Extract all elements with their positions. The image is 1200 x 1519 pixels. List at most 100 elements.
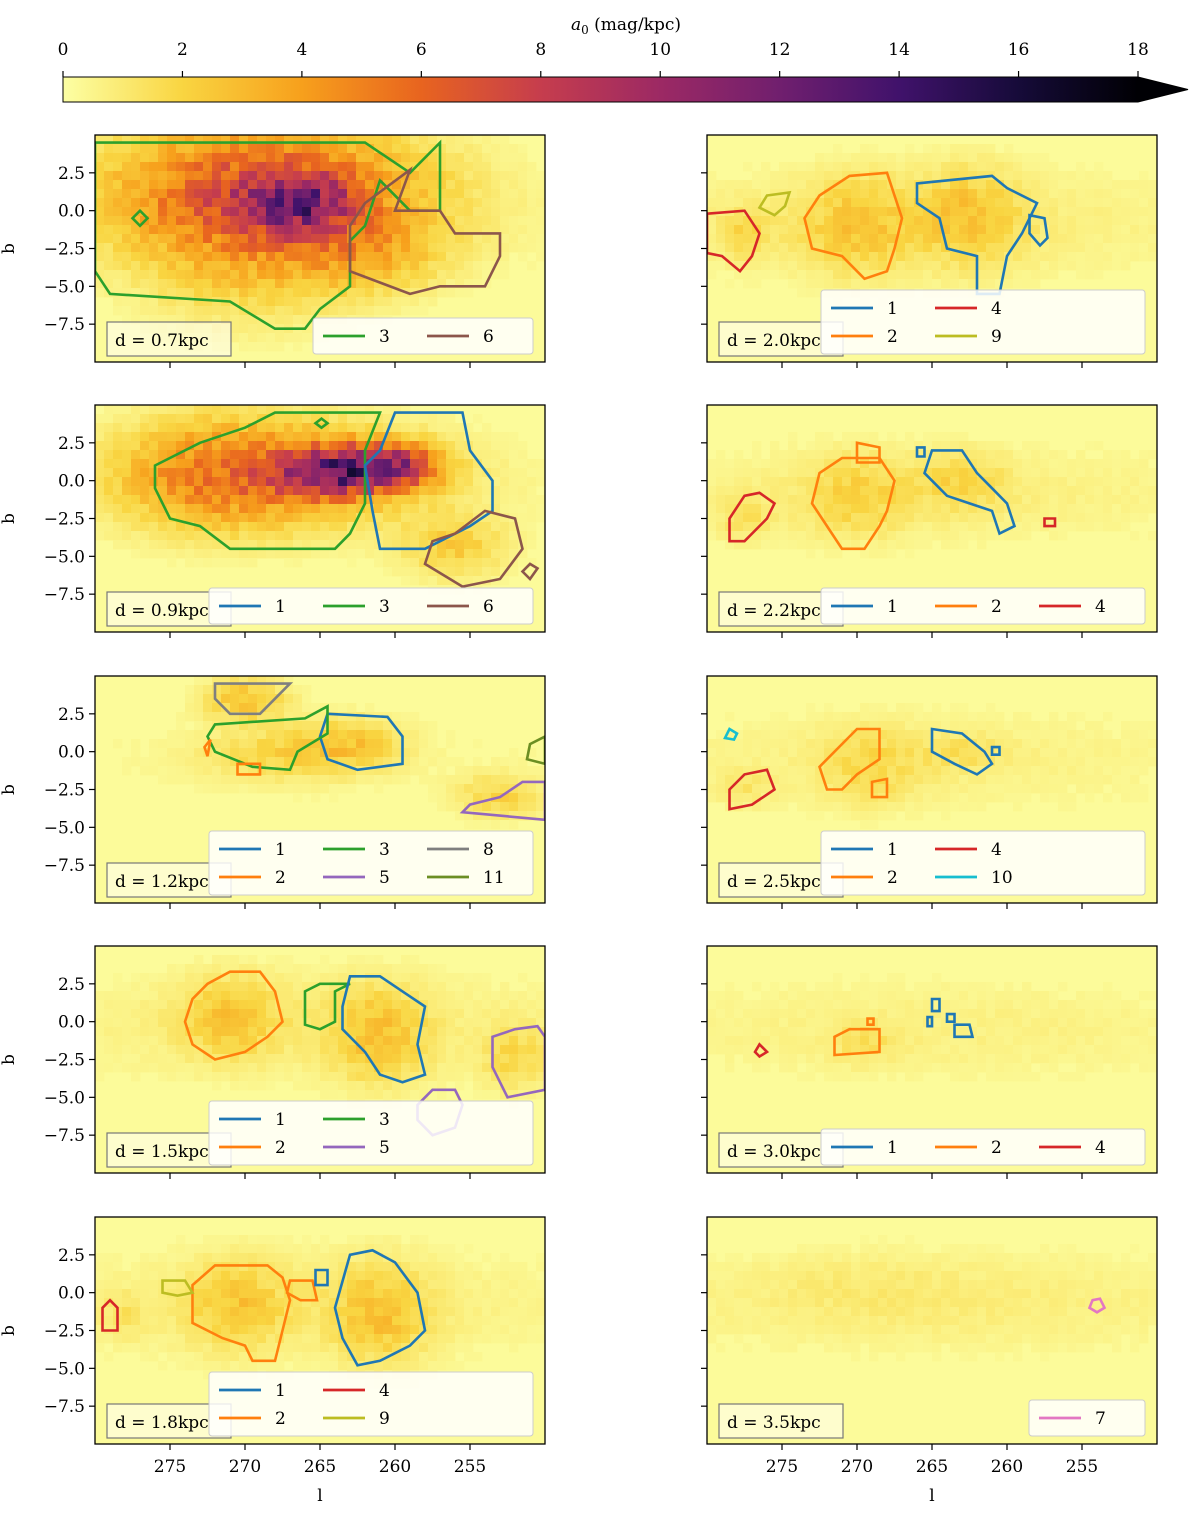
heatmap-cell bbox=[464, 207, 474, 217]
heatmap-cell bbox=[428, 432, 438, 442]
heatmap-cell bbox=[203, 757, 213, 767]
heatmap-cell bbox=[446, 567, 456, 577]
heatmap-cell bbox=[356, 504, 366, 514]
heatmap-cell bbox=[203, 153, 213, 163]
heatmap-cell bbox=[230, 171, 240, 181]
heatmap-cell bbox=[131, 243, 141, 253]
heatmap-cell bbox=[923, 784, 933, 794]
cloud-contour-2 bbox=[855, 441, 881, 464]
heatmap-cell bbox=[203, 486, 213, 496]
heatmap-cell bbox=[518, 1009, 528, 1019]
heatmap-cell bbox=[167, 531, 177, 541]
heatmap-cell bbox=[878, 225, 888, 235]
heatmap-cell bbox=[239, 775, 249, 785]
panel-4: d = 2.2kpc 1 2 4 bbox=[701, 404, 1158, 638]
heatmap-cell bbox=[275, 423, 285, 433]
heatmap-cell bbox=[725, 775, 735, 785]
heatmap-cell bbox=[338, 153, 348, 163]
heatmap-cell bbox=[977, 144, 987, 154]
heatmap-cell bbox=[860, 162, 870, 172]
heatmap-cell bbox=[1094, 234, 1104, 244]
heatmap-cell bbox=[284, 486, 294, 496]
heatmap-cell bbox=[311, 270, 321, 280]
heatmap-cell bbox=[185, 468, 195, 478]
heatmap-cell bbox=[167, 1072, 177, 1082]
heatmap-cell bbox=[1121, 459, 1131, 469]
heatmap-cell bbox=[1112, 766, 1122, 776]
heatmap-cell bbox=[1031, 775, 1041, 785]
y-tick-label: −7.5 bbox=[44, 585, 85, 605]
heatmap-cell bbox=[464, 279, 474, 289]
heatmap-cell bbox=[500, 820, 510, 830]
heatmap-cell bbox=[257, 730, 267, 740]
heatmap-cell bbox=[257, 234, 267, 244]
heatmap-cell bbox=[995, 189, 1005, 199]
heatmap-cell bbox=[1139, 171, 1149, 181]
heatmap-cell bbox=[842, 721, 852, 731]
legend-item-11: 11 bbox=[427, 868, 505, 888]
heatmap-cell bbox=[158, 495, 168, 505]
heatmap-cell bbox=[140, 252, 150, 262]
heatmap-cell bbox=[203, 225, 213, 235]
heatmap-cell bbox=[437, 513, 447, 523]
heatmap-cell bbox=[1139, 730, 1149, 740]
heatmap-cell bbox=[959, 468, 969, 478]
heatmap-cell bbox=[230, 477, 240, 487]
heatmap-cell bbox=[491, 441, 501, 451]
heatmap-cell bbox=[167, 162, 177, 172]
panels: 2.50.0−2.5−5.0−7.5bd = 0.7kpc 3 6 d = 2.0kp… bbox=[0, 134, 1158, 1506]
heatmap-cell bbox=[464, 766, 474, 776]
heatmap-cell bbox=[806, 513, 816, 523]
heatmap-cell bbox=[419, 540, 429, 550]
heatmap-cell bbox=[239, 1045, 249, 1055]
heatmap-cell bbox=[266, 432, 276, 442]
heatmap-cell bbox=[356, 757, 366, 767]
heatmap-cell bbox=[311, 468, 321, 478]
heatmap-cell bbox=[356, 730, 366, 740]
heatmap-cell bbox=[824, 540, 834, 550]
heatmap-cell bbox=[1130, 486, 1140, 496]
heatmap-cell bbox=[131, 144, 141, 154]
heatmap-cell bbox=[266, 676, 276, 686]
heatmap-cell bbox=[1139, 180, 1149, 190]
heatmap-cell bbox=[293, 964, 303, 974]
heatmap-cell bbox=[734, 504, 744, 514]
heatmap-cell bbox=[734, 531, 744, 541]
heatmap-cell bbox=[824, 468, 834, 478]
heatmap-cell bbox=[455, 1018, 465, 1028]
heatmap-cell bbox=[887, 495, 897, 505]
heatmap-cell bbox=[230, 459, 240, 469]
y-tick-label: −5.0 bbox=[44, 547, 85, 567]
heatmap-cell bbox=[995, 712, 1005, 722]
heatmap-cell bbox=[509, 1018, 519, 1028]
heatmap-cell bbox=[176, 234, 186, 244]
heatmap-cell bbox=[473, 171, 483, 181]
heatmap-cell bbox=[842, 189, 852, 199]
heatmap-cell bbox=[914, 495, 924, 505]
heatmap-cell bbox=[1130, 252, 1140, 262]
heatmap-cell bbox=[725, 495, 735, 505]
heatmap-cell bbox=[1130, 495, 1140, 505]
heatmap-cell bbox=[1094, 216, 1104, 226]
heatmap-cell bbox=[788, 513, 798, 523]
heatmap-cell bbox=[734, 522, 744, 532]
heatmap-cell bbox=[248, 504, 258, 514]
heatmap-cell bbox=[509, 477, 519, 487]
heatmap-cell bbox=[1049, 504, 1059, 514]
heatmap-cell bbox=[473, 991, 483, 1001]
heatmap-cell bbox=[887, 748, 897, 758]
heatmap-cell bbox=[383, 982, 393, 992]
heatmap-cell bbox=[446, 793, 456, 803]
heatmap-cell bbox=[509, 567, 519, 577]
heatmap-cell bbox=[437, 775, 447, 785]
heatmap-cell bbox=[1049, 766, 1059, 776]
heatmap-cell bbox=[896, 234, 906, 244]
heatmap-cell bbox=[419, 252, 429, 262]
heatmap-cell bbox=[158, 207, 168, 217]
heatmap-cell bbox=[950, 757, 960, 767]
heatmap-cell bbox=[122, 450, 132, 460]
heatmap-cell bbox=[995, 441, 1005, 451]
heatmap-cell bbox=[977, 243, 987, 253]
heatmap-cell bbox=[248, 1045, 258, 1055]
